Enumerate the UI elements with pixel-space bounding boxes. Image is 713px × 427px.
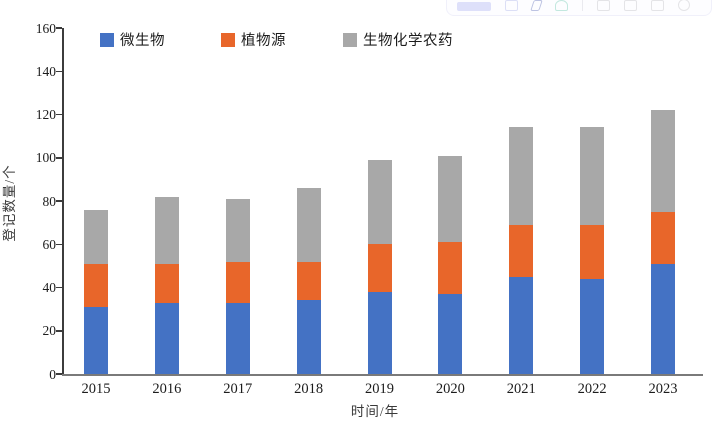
- y-tick: [56, 27, 62, 29]
- pen-icon[interactable]: [530, 0, 543, 11]
- window-icon[interactable]: [597, 0, 610, 11]
- y-tick: [56, 330, 62, 332]
- square-icon[interactable]: [651, 0, 664, 11]
- y-tick-label: 0: [49, 366, 56, 382]
- x-tick-label-2016: 2016: [152, 381, 182, 397]
- y-tick: [56, 373, 62, 375]
- x-tick-label-2022: 2022: [577, 381, 607, 397]
- x-tick-label-2023: 2023: [648, 381, 678, 397]
- y-tick-label: 40: [42, 280, 57, 295]
- y-tick: [56, 157, 62, 159]
- legend-label: 植物源: [241, 33, 286, 49]
- ai-tool-label[interactable]: [457, 2, 491, 11]
- legend-swatch-icon: [343, 32, 357, 47]
- legend-label: 生物化学农药: [363, 33, 453, 49]
- check-icon[interactable]: [555, 0, 568, 11]
- x-tick-label-2021: 2021: [506, 381, 536, 397]
- y-tick: [56, 200, 62, 202]
- bar-segment-2018-生物化学农药: [296, 188, 321, 262]
- printer-icon[interactable]: [624, 0, 637, 11]
- x-tick-label-2020: 2020: [435, 381, 465, 397]
- toolbar-divider: [582, 0, 583, 11]
- bar-segment-2022-微生物: [580, 278, 605, 374]
- bar-segment-2022-生物化学农药: [580, 127, 605, 225]
- bar-segment-2020-生物化学农药: [438, 155, 463, 243]
- bar-segment-2019-植物源: [367, 244, 392, 292]
- y-tick-label: 60: [42, 236, 57, 252]
- bar-segment-2017-生物化学农药: [225, 198, 250, 262]
- bar-segment-2020-植物源: [438, 242, 463, 294]
- x-tick-label-2015: 2015: [81, 381, 111, 397]
- bar-segment-2021-微生物: [509, 276, 534, 374]
- y-tick-label: 100: [35, 150, 56, 166]
- y-tick: [56, 70, 62, 72]
- chart-legend: 微生物 植物源 生物化学农药: [0, 29, 713, 50]
- legend-item-植物源: 植物源: [221, 29, 286, 50]
- bar-segment-2015-植物源: [84, 263, 108, 307]
- y-tick: [56, 243, 62, 245]
- bar-segment-2023-生物化学农药: [651, 110, 675, 212]
- bar-segment-2018-微生物: [296, 300, 321, 374]
- bar-segment-2015-微生物: [84, 306, 108, 374]
- legend-swatch-icon: [221, 32, 235, 47]
- bar-segment-2019-生物化学农药: [367, 159, 392, 245]
- legend-item-生物化学农药: 生物化学农药: [343, 29, 453, 50]
- y-tick: [56, 286, 62, 289]
- x-tick-label-2017: 2017: [223, 381, 253, 397]
- bar-segment-2016-植物源: [154, 263, 179, 303]
- x-tick-label-2018: 2018: [294, 381, 324, 397]
- y-tick: [56, 113, 62, 116]
- bar-segment-2016-生物化学农药: [154, 196, 179, 264]
- bar-segment-2021-生物化学农药: [509, 127, 534, 225]
- y-tick-label: 120: [35, 107, 56, 122]
- bar-segment-2017-微生物: [225, 302, 250, 374]
- y-tick-label: 20: [42, 323, 57, 339]
- ghost-toolbar: [446, 0, 712, 16]
- y-tick-label: 80: [42, 193, 57, 209]
- legend-label: 微生物: [120, 33, 165, 49]
- legend-swatch-icon: [100, 32, 114, 47]
- x-axis-title: 时间/年: [350, 404, 400, 419]
- circle-icon[interactable]: [678, 0, 690, 11]
- y-axis-line: [62, 28, 64, 374]
- x-tick-label-2019: 2019: [365, 381, 394, 397]
- bar-segment-2020-微生物: [438, 293, 463, 374]
- bar-segment-2023-植物源: [651, 211, 675, 264]
- y-axis-title: 登记数量/个: [2, 164, 17, 242]
- image-icon[interactable]: [505, 0, 518, 11]
- bar-segment-2019-微生物: [367, 291, 392, 374]
- bar-segment-2016-微生物: [154, 302, 179, 374]
- y-tick-label: 140: [35, 63, 56, 79]
- bar-segment-2015-生物化学农药: [84, 209, 108, 264]
- y-tick-label: 160: [35, 20, 56, 36]
- bar-segment-2021-植物源: [509, 224, 534, 277]
- bar-segment-2022-植物源: [580, 224, 605, 279]
- legend-item-微生物: 微生物: [100, 29, 165, 50]
- x-axis-line: [62, 374, 703, 376]
- bar-segment-2018-植物源: [296, 261, 321, 301]
- bar-segment-2017-植物源: [225, 261, 250, 303]
- bar-segment-2023-微生物: [651, 263, 675, 374]
